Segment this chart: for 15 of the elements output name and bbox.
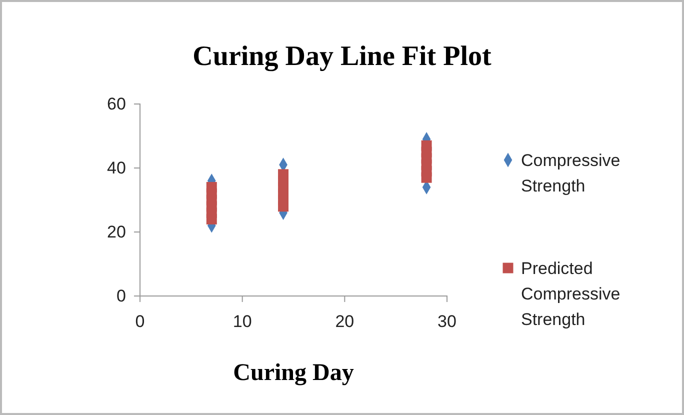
point [206, 182, 217, 192]
point [278, 169, 289, 180]
legend-label: Compressive Strength [521, 151, 620, 196]
chart-title: Curing Day Line Fit Plot [192, 41, 492, 72]
y-tick-label: 20 [106, 222, 126, 242]
x-tick-label: 0 [135, 312, 145, 332]
x-tick-label: 10 [232, 312, 252, 332]
x-tick-label: 20 [335, 312, 354, 332]
x-axis-title: Curing Day [233, 360, 354, 386]
point [421, 140, 432, 151]
y-tick-label: 0 [116, 286, 126, 306]
y-tick-label: 40 [106, 158, 126, 178]
x-tick-label: 30 [438, 312, 456, 332]
legend-label: Predicted Compressive Strength [521, 259, 620, 329]
y-tick-label: 60 [106, 94, 126, 114]
